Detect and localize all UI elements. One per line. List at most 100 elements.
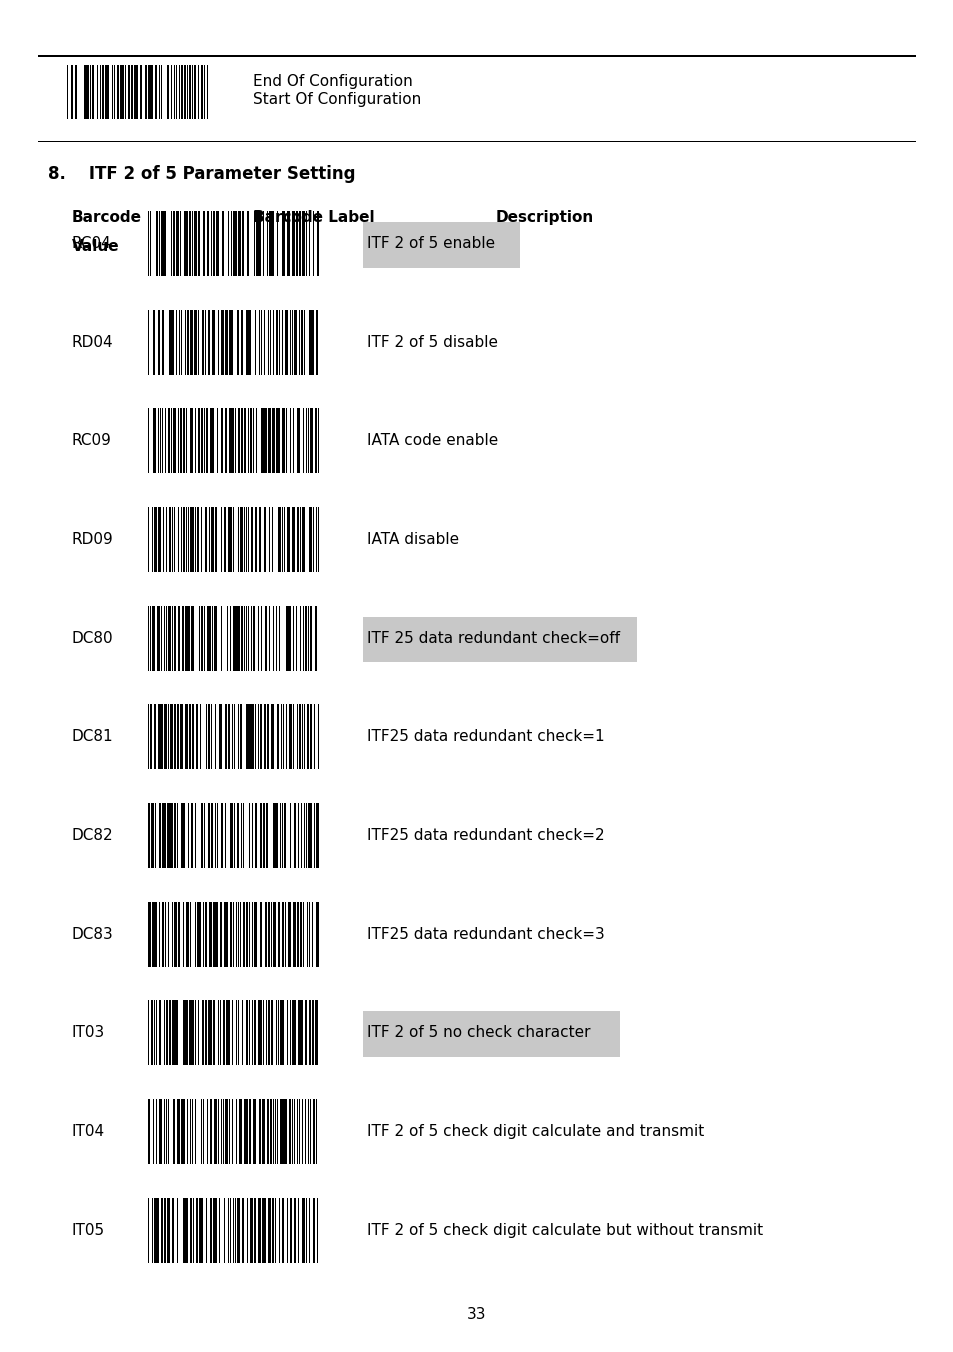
- Bar: [296, 902, 299, 967]
- Bar: [227, 1000, 230, 1065]
- Bar: [188, 803, 189, 868]
- Bar: [237, 1000, 239, 1065]
- Bar: [264, 1198, 266, 1263]
- Bar: [246, 1000, 248, 1065]
- Bar: [225, 704, 227, 769]
- Text: Description: Description: [496, 210, 594, 224]
- Bar: [272, 211, 274, 276]
- Bar: [199, 902, 200, 967]
- Text: ITF 2 of 5 check digit calculate but without transmit: ITF 2 of 5 check digit calculate but wit…: [367, 1222, 762, 1238]
- Bar: [157, 606, 160, 671]
- Bar: [248, 606, 249, 671]
- Bar: [228, 211, 229, 276]
- Bar: [220, 902, 222, 967]
- Bar: [112, 65, 113, 119]
- Bar: [215, 507, 217, 572]
- Bar: [189, 704, 191, 769]
- Bar: [305, 211, 307, 276]
- Bar: [207, 1099, 208, 1164]
- Bar: [227, 606, 228, 671]
- Bar: [305, 606, 307, 671]
- Bar: [169, 507, 171, 572]
- Bar: [162, 902, 164, 967]
- Bar: [259, 1000, 261, 1065]
- Bar: [211, 704, 213, 769]
- Bar: [204, 65, 205, 119]
- Bar: [161, 211, 163, 276]
- Bar: [38, 55, 915, 57]
- Bar: [294, 310, 296, 375]
- Bar: [173, 803, 176, 868]
- Bar: [208, 1000, 211, 1065]
- Bar: [294, 803, 296, 868]
- Text: Barcode Label: Barcode Label: [253, 210, 374, 224]
- Bar: [275, 1000, 277, 1065]
- Bar: [317, 704, 318, 769]
- Bar: [216, 211, 219, 276]
- Bar: [177, 704, 179, 769]
- Bar: [172, 1099, 175, 1164]
- Bar: [197, 507, 198, 572]
- Bar: [167, 803, 170, 868]
- Bar: [195, 1198, 198, 1263]
- Bar: [197, 211, 200, 276]
- Bar: [241, 1198, 244, 1263]
- Bar: [175, 211, 178, 276]
- Bar: [168, 65, 170, 119]
- Bar: [189, 211, 191, 276]
- Bar: [225, 310, 228, 375]
- FancyBboxPatch shape: [362, 222, 519, 268]
- Bar: [211, 803, 213, 868]
- Bar: [268, 408, 271, 473]
- Bar: [236, 310, 238, 375]
- Bar: [102, 65, 105, 119]
- Bar: [253, 1099, 254, 1164]
- Bar: [218, 1198, 220, 1263]
- Bar: [173, 606, 176, 671]
- Bar: [161, 606, 162, 671]
- Bar: [168, 408, 170, 473]
- Bar: [202, 1000, 203, 1065]
- Bar: [192, 211, 193, 276]
- Bar: [228, 704, 230, 769]
- Bar: [237, 803, 238, 868]
- Text: End Of Configuration
Start Of Configuration: End Of Configuration Start Of Configurat…: [253, 74, 420, 107]
- Bar: [150, 606, 151, 671]
- Bar: [164, 1099, 165, 1164]
- Bar: [237, 408, 240, 473]
- Bar: [231, 408, 233, 473]
- Bar: [315, 803, 318, 868]
- Bar: [271, 1000, 273, 1065]
- Bar: [234, 606, 236, 671]
- Bar: [273, 803, 275, 868]
- Bar: [260, 902, 261, 967]
- Bar: [224, 1198, 225, 1263]
- Bar: [184, 211, 186, 276]
- Bar: [172, 1198, 173, 1263]
- Bar: [131, 65, 133, 119]
- Bar: [211, 902, 212, 967]
- Bar: [311, 803, 312, 868]
- Text: DC82: DC82: [71, 827, 113, 844]
- Text: ITF 2 of 5 no check character: ITF 2 of 5 no check character: [367, 1025, 590, 1041]
- Bar: [177, 606, 180, 671]
- Bar: [162, 507, 164, 572]
- Bar: [208, 704, 211, 769]
- Bar: [220, 507, 222, 572]
- Bar: [170, 803, 172, 868]
- Bar: [258, 1198, 260, 1263]
- Bar: [314, 408, 317, 473]
- Bar: [245, 310, 247, 375]
- Bar: [301, 1099, 303, 1164]
- Bar: [269, 606, 270, 671]
- Bar: [230, 803, 233, 868]
- Bar: [190, 507, 192, 572]
- Bar: [293, 902, 295, 967]
- Bar: [296, 408, 299, 473]
- Bar: [298, 704, 301, 769]
- Bar: [309, 211, 310, 276]
- Bar: [172, 310, 174, 375]
- Bar: [223, 1099, 224, 1164]
- Bar: [298, 1099, 300, 1164]
- Bar: [309, 1198, 310, 1263]
